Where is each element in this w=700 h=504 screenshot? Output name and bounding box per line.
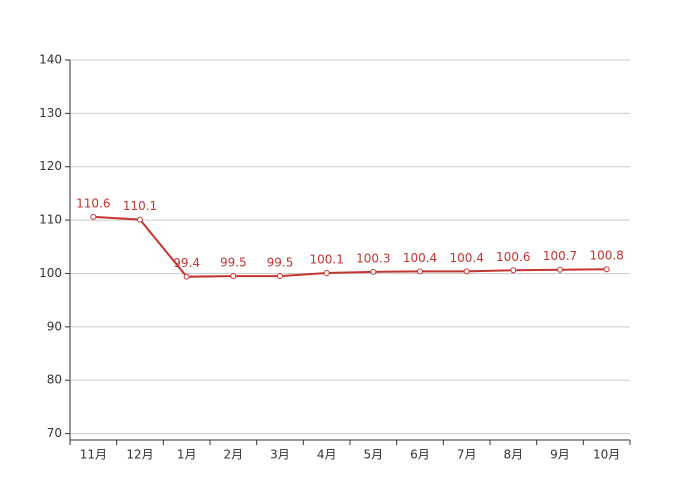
data-label: 100.7: [543, 249, 577, 263]
data-label: 100.8: [589, 249, 623, 263]
y-tick-label: 80: [47, 373, 62, 387]
point: [183, 273, 190, 280]
point: [463, 268, 470, 275]
point: [323, 269, 330, 276]
x-tick-label: 4月: [317, 448, 337, 462]
point: [510, 267, 517, 274]
data-label: 110.1: [123, 199, 157, 213]
x-tick-label: 9月: [550, 448, 570, 462]
point: [137, 216, 143, 223]
x-tick-label: 3月: [270, 448, 290, 462]
x-tick-label: 7月: [457, 448, 477, 462]
y-tick-label: 140: [39, 53, 62, 67]
data-label: 99.4: [173, 256, 200, 270]
x-tick-label: 8月: [504, 448, 524, 462]
point: [90, 213, 97, 220]
point: [230, 273, 237, 280]
data-label: 99.5: [267, 256, 294, 270]
data-label: 100.4: [403, 251, 437, 265]
x-tick-label: 12月: [126, 448, 153, 462]
point: [417, 268, 423, 275]
y-tick-label: 110: [39, 213, 62, 227]
x-tick-label: 2月: [224, 448, 244, 462]
x-tick-label: 1月: [177, 448, 197, 462]
x-tick-label: 5月: [364, 448, 384, 462]
x-tick-label: 11月: [80, 448, 107, 462]
y-tick-label: 100: [39, 266, 62, 280]
data-label: 99.5: [220, 256, 247, 270]
point: [277, 273, 283, 280]
data-label: 100.1: [309, 252, 343, 266]
line: [93, 215, 607, 278]
data-label: 100.6: [496, 250, 530, 264]
x-tick-label: 6月: [410, 448, 430, 462]
y-tick-label: 70: [47, 426, 62, 440]
point: [557, 266, 563, 273]
point: [370, 268, 377, 275]
y-tick-label: 120: [39, 159, 62, 173]
y-tick-label: 90: [47, 319, 62, 333]
data-label: 110.6: [76, 196, 110, 210]
point: [603, 266, 610, 273]
data-label: 100.4: [449, 251, 483, 265]
x-tick-label: 10月: [593, 448, 620, 462]
y-tick-label: 130: [39, 106, 62, 120]
data-label: 100.3: [356, 251, 390, 265]
